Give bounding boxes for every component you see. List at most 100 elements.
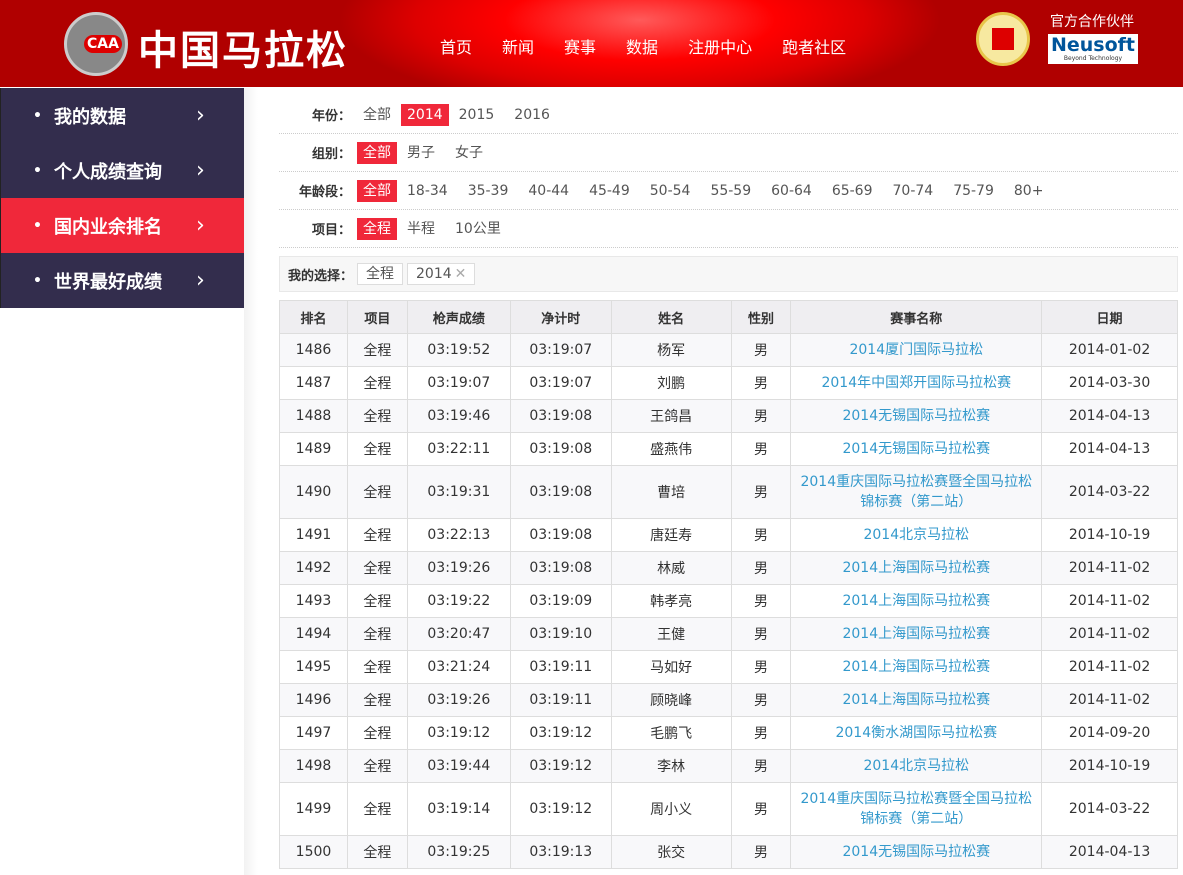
table-cell: 男 xyxy=(730,584,792,618)
nav-link[interactable]: 注册中心 xyxy=(688,38,753,57)
table-cell: 2014重庆国际马拉松赛暨全国马拉松锦标赛（第二站） xyxy=(790,782,1043,836)
table-cell: 全程 xyxy=(346,518,408,552)
nav-link[interactable]: 首页 xyxy=(440,38,473,57)
table-cell: 2014-03-30 xyxy=(1041,366,1178,400)
table-cell: 男 xyxy=(730,551,792,585)
race-name-link[interactable]: 2014北京马拉松 xyxy=(863,758,970,774)
filter-option[interactable]: 50-54 xyxy=(649,182,691,199)
close-icon[interactable]: ✕ xyxy=(454,266,467,282)
selection-label: 我的选择： xyxy=(288,268,354,284)
selection-chip[interactable]: 2014 ✕ xyxy=(407,263,476,285)
table-row: 1486 全程 03:19:52 03:19:07 杨军男 2014厦门国际马拉松 2014… xyxy=(279,333,1178,367)
table-cell: 2014-11-02 xyxy=(1041,683,1178,717)
race-name-link[interactable]: 2014无锡国际马拉松赛 xyxy=(842,844,991,860)
sidebar-item[interactable]: • 国内业余排名 › xyxy=(0,198,244,253)
table-cell: 03:22:11 xyxy=(406,432,511,466)
filter-option[interactable]: 全部 xyxy=(357,141,397,164)
table-cell: 男 xyxy=(730,650,792,684)
race-name-link[interactable]: 2014无锡国际马拉松赛 xyxy=(842,408,991,424)
race-name-link[interactable]: 2014上海国际马拉松赛 xyxy=(842,626,991,642)
sidebar-item-label: 我的数据 xyxy=(53,106,126,128)
neusoft-logo[interactable]: Neusoft Beyond Technology xyxy=(1048,34,1138,64)
table-cell: 1498 xyxy=(279,749,348,783)
bullet-icon: • xyxy=(33,107,42,124)
filter-row: 年龄段： 全部 18-34 35-39 40-44 45-49 50-54 55-59 60-6… xyxy=(279,172,1178,210)
table-cell: 全程 xyxy=(346,617,408,651)
table-cell: 03:19:14 xyxy=(406,782,511,836)
chip-text: 全程 xyxy=(366,266,395,282)
column-header: 枪声成绩 xyxy=(406,300,511,334)
sidebar-shadow xyxy=(244,88,258,875)
table-cell: 03:19:09 xyxy=(509,584,612,618)
race-name-link[interactable]: 2014上海国际马拉松赛 xyxy=(842,560,991,576)
race-name-link[interactable]: 2014上海国际马拉松赛 xyxy=(842,593,991,609)
table-cell: 03:19:07 xyxy=(509,333,612,367)
filter-option[interactable]: 55-59 xyxy=(710,182,752,199)
nav-link[interactable]: 新闻 xyxy=(502,38,535,57)
table-row: 1494 全程 03:20:47 03:19:10 王健男 2014上海国际马拉松赛 201… xyxy=(279,617,1178,651)
table-cell: 03:19:08 xyxy=(509,465,612,519)
race-name-link[interactable]: 2014上海国际马拉松赛 xyxy=(842,659,991,675)
filter-option[interactable]: 40-44 xyxy=(528,182,570,199)
table-cell: 全程 xyxy=(346,465,408,519)
filter-option[interactable]: 80+ xyxy=(1013,182,1044,199)
selection-chip[interactable]: 全程 xyxy=(357,263,404,285)
filter-option[interactable]: 男子 xyxy=(407,144,435,161)
filter-option[interactable]: 2014 xyxy=(401,103,449,126)
site-title[interactable]: 中国马拉松 xyxy=(138,28,348,74)
filter-option[interactable]: 70-74 xyxy=(892,182,934,199)
filter-option[interactable]: 45-49 xyxy=(589,182,630,199)
table-row: 1489 全程 03:22:11 03:19:08 盛燕伟男 2014无锡国际马拉松赛 20… xyxy=(279,432,1178,466)
table-cell: 03:19:12 xyxy=(509,716,612,750)
sidebar-item[interactable]: • 个人成绩查询 › xyxy=(0,143,244,198)
table-cell: 2014-10-19 xyxy=(1041,518,1178,552)
filter-option[interactable]: 全程 xyxy=(357,217,397,240)
table-cell: 03:19:31 xyxy=(406,465,511,519)
table-cell: 2014上海国际马拉松赛 xyxy=(790,650,1043,684)
nav-link[interactable]: 跑者社区 xyxy=(782,38,847,57)
column-header: 姓名 xyxy=(610,300,732,334)
table-cell: 1489 xyxy=(279,432,348,466)
filter-option[interactable]: 10公里 xyxy=(455,220,501,237)
race-name-link[interactable]: 2014厦门国际马拉松 xyxy=(849,342,984,358)
filter-option[interactable]: 半程 xyxy=(407,220,435,237)
filter-option[interactable]: 女子 xyxy=(455,144,483,161)
race-name-link[interactable]: 2014衡水湖国际马拉松赛 xyxy=(835,725,998,741)
table-cell: 全程 xyxy=(346,749,408,783)
table-cell: 03:19:22 xyxy=(406,584,511,618)
filter-option[interactable]: 35-39 xyxy=(467,182,509,199)
table-cell: 1497 xyxy=(279,716,348,750)
table-cell: 2014北京马拉松 xyxy=(790,518,1043,552)
race-name-link[interactable]: 2014重庆国际马拉松赛暨全国马拉松锦标赛（第二站） xyxy=(800,474,1033,510)
filter-option[interactable]: 65-69 xyxy=(831,182,873,199)
partner-label: 官方合作伙伴 xyxy=(1050,14,1134,30)
table-cell: 03:19:12 xyxy=(509,782,612,836)
filter-option[interactable]: 全部 xyxy=(357,179,397,202)
nav-link[interactable]: 赛事 xyxy=(564,38,597,57)
table-cell: 2014-11-02 xyxy=(1041,551,1178,585)
nav-link[interactable]: 数据 xyxy=(626,38,659,57)
race-name-link[interactable]: 2014上海国际马拉松赛 xyxy=(842,692,991,708)
table-cell: 全程 xyxy=(346,399,408,433)
table-cell: 03:19:08 xyxy=(509,518,612,552)
table-cell: 1487 xyxy=(279,366,348,400)
caa-logo[interactable]: CAA xyxy=(64,12,128,76)
filter-option[interactable]: 60-64 xyxy=(771,182,812,199)
table-cell: 03:19:44 xyxy=(406,749,511,783)
filter-option[interactable]: 75-79 xyxy=(953,182,994,199)
race-name-link[interactable]: 2014北京马拉松 xyxy=(863,527,970,543)
filter-option[interactable]: 2016 xyxy=(514,106,550,123)
sidebar-item[interactable]: • 世界最好成绩 › xyxy=(0,253,244,308)
table-cell: 全程 xyxy=(346,584,408,618)
filter-option[interactable]: 2015 xyxy=(458,106,495,123)
table-cell: 全程 xyxy=(346,650,408,684)
race-name-link[interactable]: 2014重庆国际马拉松赛暨全国马拉松锦标赛（第二站） xyxy=(800,791,1033,827)
table-cell: 马如好 xyxy=(610,650,732,684)
filter-option[interactable]: 18-34 xyxy=(407,182,448,199)
table-cell: 2014-04-13 xyxy=(1041,432,1178,466)
table-cell: 2014-03-22 xyxy=(1041,782,1178,836)
filter-option[interactable]: 全部 xyxy=(363,106,391,123)
sidebar-item[interactable]: • 我的数据 › xyxy=(0,88,244,143)
race-name-link[interactable]: 2014年中国郑开国际马拉松赛 xyxy=(821,375,1012,391)
race-name-link[interactable]: 2014无锡国际马拉松赛 xyxy=(842,441,991,457)
